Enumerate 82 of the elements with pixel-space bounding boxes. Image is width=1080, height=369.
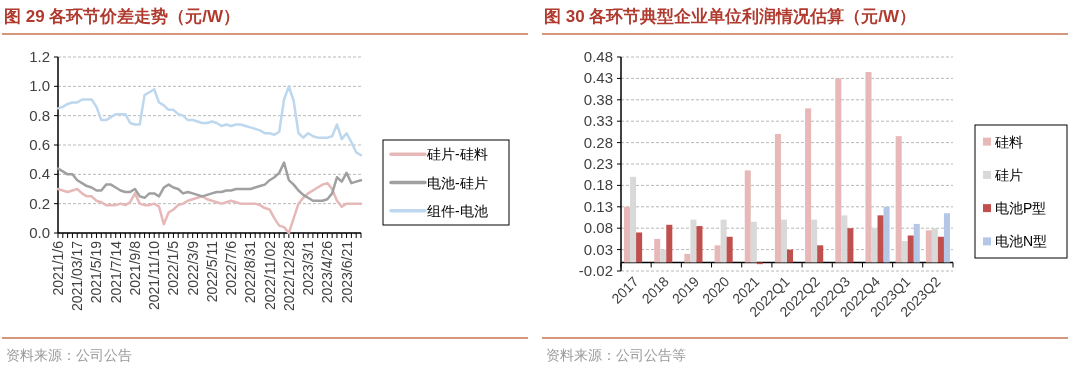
bar xyxy=(877,215,884,263)
x-tick-label: 2023/3/1 xyxy=(300,240,317,296)
x-tick-label: 2022/3/9 xyxy=(184,240,201,296)
y-tick-label: 1.2 xyxy=(29,48,50,65)
y-tick-label: 0.48 xyxy=(583,48,613,65)
x-tick-label: 2022/8/31 xyxy=(242,240,259,304)
bar xyxy=(630,176,637,263)
bar xyxy=(636,232,643,263)
y-tick-label: 0.4 xyxy=(29,165,50,183)
legend-label: 电池P型 xyxy=(995,200,1047,217)
bar xyxy=(720,219,727,263)
y-tick-label: 0.13 xyxy=(583,197,613,215)
bar xyxy=(925,230,932,263)
line-series xyxy=(56,85,363,157)
legend-label: 硅料 xyxy=(994,133,1023,150)
y-tick-label: 1.0 xyxy=(29,77,50,95)
x-tick-label: 2021/03/17 xyxy=(69,240,86,312)
bar xyxy=(895,136,902,263)
bar xyxy=(714,245,721,263)
bar xyxy=(780,219,787,263)
bar xyxy=(750,221,757,263)
bar xyxy=(931,228,938,263)
x-tick-label: 2022/5/11 xyxy=(203,240,220,303)
x-tick-label: 2022/11/02 xyxy=(261,240,278,311)
bar xyxy=(847,228,854,263)
bar xyxy=(805,108,812,263)
bar xyxy=(811,219,818,263)
bar xyxy=(660,249,667,263)
bar xyxy=(871,228,878,263)
text: 资料来源：公司公告 xyxy=(6,347,132,363)
y-tick-label: 0.33 xyxy=(583,112,613,130)
bar xyxy=(684,253,691,263)
x-tick-label: 2021/7/14 xyxy=(107,240,124,304)
legend-label: 组件-电池 xyxy=(427,202,488,219)
bar xyxy=(787,249,794,263)
bar xyxy=(666,224,673,263)
bar xyxy=(937,236,944,263)
bar xyxy=(744,170,751,263)
bar xyxy=(774,134,781,263)
chart-title: 图 30 各环节典型企业单位利润情况估算（元/W） xyxy=(544,7,917,26)
x-tick-label: 2022/12/28 xyxy=(280,240,297,312)
chart-title: 图 29 各环节价差走势（元/W） xyxy=(4,7,241,26)
legend-label: 电池N型 xyxy=(995,233,1048,250)
line-series xyxy=(56,161,363,202)
bar xyxy=(913,223,920,263)
y-tick-label: 0.28 xyxy=(583,133,613,151)
bar xyxy=(865,71,872,263)
y-tick-label: 0.8 xyxy=(29,106,50,124)
y-tick-label: -0.02 xyxy=(578,262,613,279)
x-tick-label: 2021/1/6 xyxy=(50,240,66,296)
x-tick-label: 2021/11/10 xyxy=(146,240,163,311)
y-tick-label: 0.08 xyxy=(583,219,613,237)
x-tick-label: 2023/4/26 xyxy=(319,240,336,304)
y-tick-label: 0.0 xyxy=(29,224,50,241)
x-tick-label: 2022/1/5 xyxy=(165,240,182,296)
y-tick-label: 0.6 xyxy=(29,136,50,153)
y-tick-label: 0.18 xyxy=(583,176,613,194)
text: 资料来源：公司公告等 xyxy=(546,347,686,363)
bar xyxy=(690,219,697,263)
bar xyxy=(943,213,950,263)
x-tick-label: 2023/6/21 xyxy=(338,240,355,304)
y-tick-label: 0.38 xyxy=(583,90,613,108)
bar xyxy=(841,215,848,263)
y-tick-label: 0.2 xyxy=(29,194,50,212)
bar xyxy=(817,245,824,263)
y-tick-label: 0.03 xyxy=(583,240,613,258)
y-tick-label: 0.23 xyxy=(583,155,613,172)
x-tick-label: 2021/5/19 xyxy=(88,240,105,304)
x-tick-label: 2021/9/8 xyxy=(126,240,143,296)
legend-label: 硅片 xyxy=(994,166,1023,183)
legend-label: 硅片-硅料 xyxy=(426,146,488,163)
x-tick-label: 2022/7/6 xyxy=(223,240,240,296)
y-tick-label: 0.43 xyxy=(583,69,613,87)
legend-label: 电池-硅片 xyxy=(427,174,488,191)
bar xyxy=(654,238,661,263)
bar xyxy=(883,206,890,263)
bar xyxy=(835,78,842,263)
bar xyxy=(907,235,914,263)
bar xyxy=(901,241,908,263)
bar xyxy=(726,236,733,263)
bar xyxy=(696,226,703,263)
bar xyxy=(624,206,631,263)
